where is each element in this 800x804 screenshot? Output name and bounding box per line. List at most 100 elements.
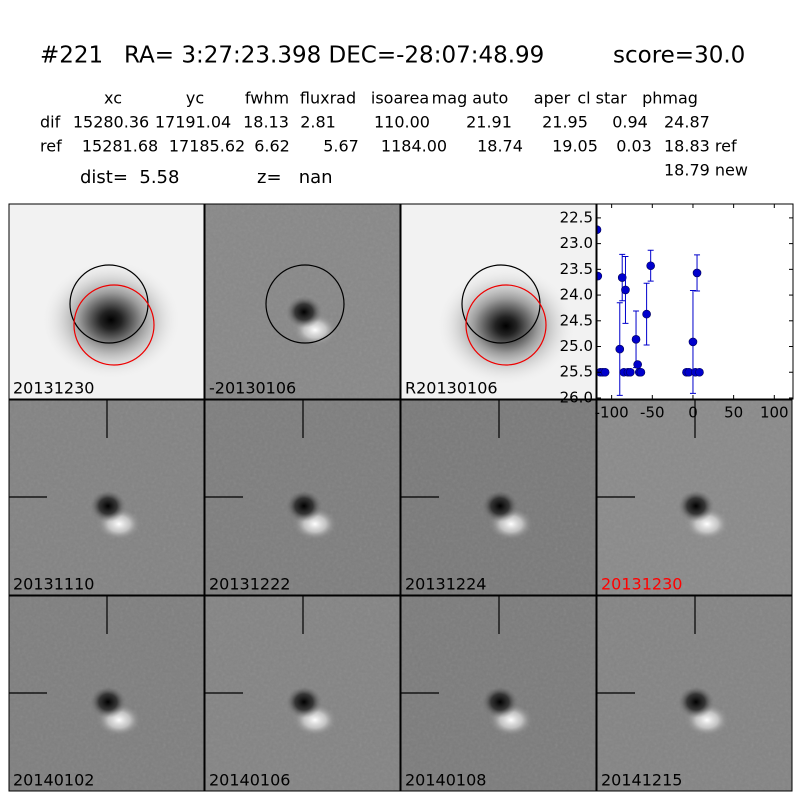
stamp-label: 20140108: [405, 771, 486, 790]
x-tick-label: 100: [760, 404, 789, 422]
stamp: 20131224: [400, 399, 597, 596]
table-cell: 19.05: [552, 137, 598, 156]
table-cell: 24.87: [664, 113, 710, 132]
table-cell: 18.83 ref: [664, 137, 737, 156]
data-point: [597, 225, 602, 235]
stamp-frame: [8, 595, 205, 792]
column-header: cl star: [577, 89, 627, 108]
residual-dark: [678, 686, 714, 718]
data-point: [692, 268, 702, 278]
stamp-frame: [204, 203, 401, 400]
aperture: [73, 284, 155, 366]
x-tick-label: -100: [595, 404, 629, 422]
data-point: [636, 367, 646, 377]
table-cell: 5.67: [323, 137, 359, 156]
y-tick-label: 22.5: [560, 208, 593, 226]
stamp-image: [597, 400, 792, 595]
x-tick-label: 50: [724, 404, 743, 422]
data-point: [617, 273, 627, 282]
stamp-image: [597, 596, 792, 791]
stamp-image: [9, 204, 204, 399]
stamp-frame: [8, 203, 205, 400]
residual-dark: [286, 296, 322, 328]
aperture: [265, 264, 345, 344]
stamp: 20131230: [8, 203, 205, 400]
redshift: z= nan: [257, 167, 333, 188]
column-header: mag auto: [432, 89, 509, 108]
stamp: 20131110: [8, 399, 205, 596]
stamp-frame: [400, 595, 597, 792]
stamp-label: 20131110: [13, 575, 94, 594]
table-cell: 1184.00: [381, 137, 447, 156]
data-point: [688, 337, 698, 347]
stamp: -20130106: [204, 203, 401, 400]
stamp-frame: [596, 399, 793, 596]
y-tick-label: 26.0: [560, 388, 593, 406]
data-point: [615, 344, 625, 354]
table-cell: 15281.68: [82, 137, 158, 156]
table-cell: 18.13: [243, 113, 289, 132]
data-point: [626, 367, 635, 377]
plot-area: [597, 204, 793, 399]
residual-dark: [286, 490, 322, 522]
table-cell: 21.95: [542, 113, 588, 132]
y-tick-label: 24.5: [560, 311, 593, 329]
object-id: #221: [40, 43, 103, 69]
stamp: 20140102: [8, 595, 205, 792]
plot-marks: [597, 225, 704, 396]
stamp-image: [205, 596, 400, 791]
table-cell: 15280.36: [73, 113, 149, 132]
table-cell: 21.91: [466, 113, 512, 132]
stamp-image: [205, 400, 400, 595]
stamp: 20131230: [596, 399, 793, 596]
stamp-label: 20140102: [13, 771, 94, 790]
row-label: dif: [40, 113, 61, 132]
data-point: [600, 367, 610, 377]
stamp: 20140108: [400, 595, 597, 792]
source: [41, 260, 181, 380]
table-cell: 18.74: [477, 137, 523, 156]
column-header: phmag: [642, 89, 698, 108]
data-point: [642, 309, 651, 319]
distance: dist= 5.58: [80, 167, 179, 188]
stamp-label: 20140106: [209, 771, 290, 790]
y-tick-label: 25.5: [560, 363, 593, 381]
y-tick-label: 23.5: [560, 260, 593, 278]
stamp-label: -20130106: [209, 379, 296, 398]
residual-dark: [482, 686, 518, 718]
stamp-label: R20130106: [405, 379, 498, 398]
column-header: fluxrad: [300, 89, 356, 108]
table-cell: 0.03: [616, 137, 652, 156]
residual-dark: [90, 686, 126, 718]
data-point: [646, 261, 655, 271]
stamp: R20130106: [400, 203, 597, 400]
stamp-image: [401, 596, 596, 791]
stamp-label: 20131224: [405, 575, 486, 594]
column-header: fwhm: [245, 89, 289, 108]
data-point: [597, 271, 603, 281]
column-header: aper: [534, 89, 571, 108]
stamp-frame: [596, 595, 793, 792]
stamp-image: [401, 204, 596, 399]
data-point: [695, 367, 704, 377]
y-tick-label: 24.0: [560, 286, 593, 304]
data-point: [631, 335, 641, 344]
data-point: [621, 285, 630, 295]
table-cell: 17185.62: [169, 137, 245, 156]
aperture: [465, 284, 547, 366]
table-cell: 6.62: [254, 137, 290, 156]
score: score=30.0: [613, 43, 745, 69]
stamp-label: 20141215: [601, 771, 682, 790]
column-header: yc: [186, 89, 204, 108]
residual-dark: [286, 686, 322, 718]
residual-dark: [90, 490, 126, 522]
stamp-frame: [8, 399, 205, 596]
stamp-label: 20131230: [13, 379, 94, 398]
y-tick-label: 23.0: [560, 234, 593, 252]
phmag-note: 18.79 new: [664, 161, 748, 180]
stamp-label: 20131230: [601, 575, 682, 594]
table-cell: 2.81: [300, 113, 336, 132]
stamp-frame: [400, 399, 597, 596]
stamp-label: 20131222: [209, 575, 290, 594]
stamp-frame: [204, 399, 401, 596]
